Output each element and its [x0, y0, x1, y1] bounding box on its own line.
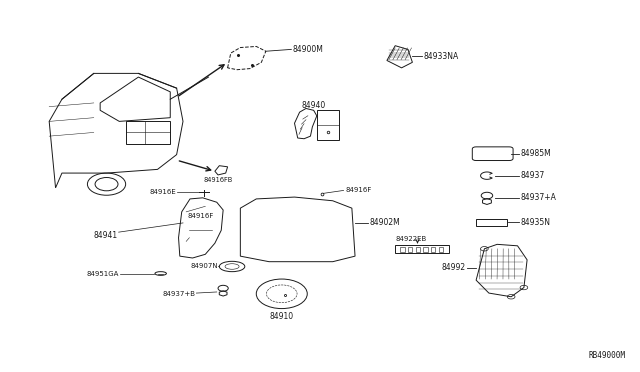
Bar	[395, 245, 449, 253]
Text: RB49000M: RB49000M	[589, 351, 626, 360]
Text: 84902M: 84902M	[369, 218, 400, 227]
Text: 84900M: 84900M	[292, 45, 323, 54]
Text: 84941: 84941	[94, 231, 118, 240]
Bar	[423, 247, 428, 252]
Text: 84910: 84910	[269, 311, 294, 321]
Bar	[408, 247, 412, 252]
Text: 84940: 84940	[301, 101, 326, 110]
Bar	[415, 247, 420, 252]
Text: 84916F: 84916F	[187, 213, 213, 219]
Text: 84951GA: 84951GA	[87, 270, 119, 276]
Text: 84937+A: 84937+A	[520, 193, 556, 202]
Bar	[400, 247, 404, 252]
Text: 84985M: 84985M	[520, 150, 551, 158]
Text: 84916E: 84916E	[150, 189, 177, 195]
Text: 84992: 84992	[441, 263, 465, 272]
Text: 84907N: 84907N	[191, 263, 218, 269]
Text: 84937: 84937	[520, 171, 545, 180]
Text: 84916F: 84916F	[346, 187, 372, 193]
Text: 84922EB: 84922EB	[396, 236, 427, 242]
Bar	[431, 247, 435, 252]
Text: 84935N: 84935N	[520, 218, 550, 227]
Bar	[476, 219, 507, 225]
Text: 84937+B: 84937+B	[163, 291, 196, 297]
Text: 84916FB: 84916FB	[204, 177, 233, 183]
Bar	[438, 247, 443, 252]
Text: 84933NA: 84933NA	[423, 52, 458, 61]
